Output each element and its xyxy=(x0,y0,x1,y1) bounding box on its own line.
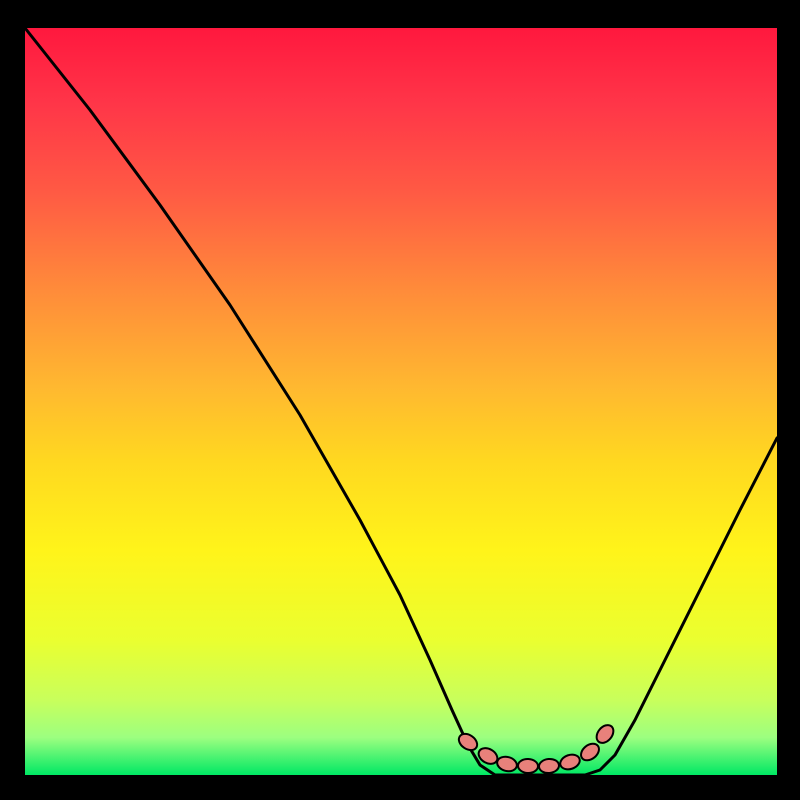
valley-marker xyxy=(538,758,559,774)
bottleneck-chart xyxy=(0,0,800,800)
valley-marker xyxy=(518,759,539,774)
